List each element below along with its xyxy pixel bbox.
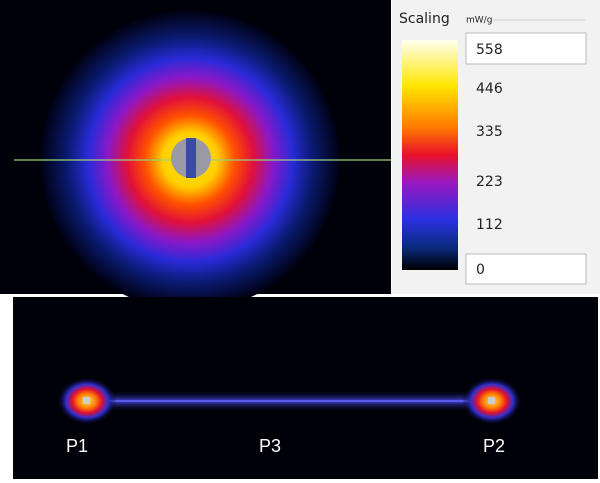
min-value: 0 bbox=[476, 262, 485, 278]
feed-point bbox=[488, 397, 495, 404]
feed-point bbox=[83, 397, 90, 404]
probe-label: P3 bbox=[259, 436, 281, 456]
scale-tick: 112 bbox=[476, 217, 503, 233]
scale-unit: mW/g bbox=[466, 16, 492, 26]
scale-title: Scaling bbox=[399, 11, 450, 27]
color-bar bbox=[402, 40, 458, 270]
probe-label: P2 bbox=[483, 436, 505, 456]
max-value: 558 bbox=[476, 42, 503, 58]
probe-label: P1 bbox=[66, 436, 88, 456]
scale-tick: 446 bbox=[476, 81, 503, 97]
antenna-stripe bbox=[186, 138, 196, 178]
scale-tick: 335 bbox=[476, 124, 503, 140]
scale-tick: 223 bbox=[476, 174, 503, 190]
sar-viewer: Scaling mW/g 558 446 335 223 112 0 P1 P3… bbox=[0, 0, 600, 479]
page: Scaling mW/g 558 446 335 223 112 0 P1 P3… bbox=[0, 0, 600, 479]
